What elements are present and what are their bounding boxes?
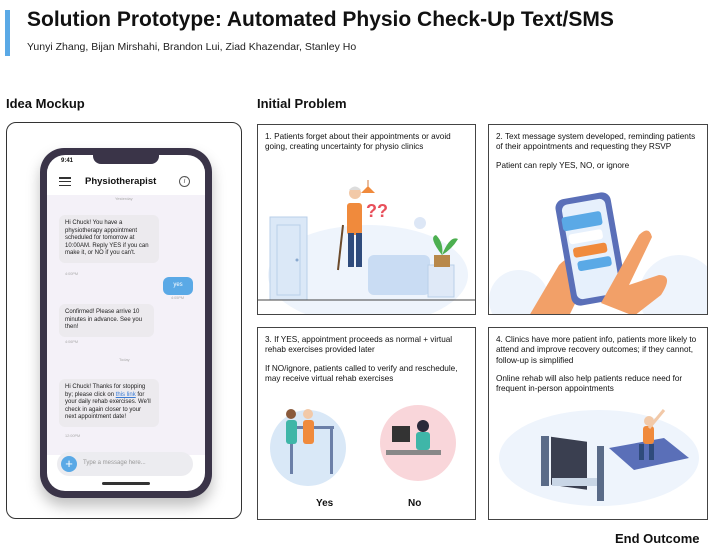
panel-3-text: 3. If YES, appointment proceeds as norma… xyxy=(265,335,469,392)
panel-1-text: 1. Patients forget about their appointme… xyxy=(265,132,469,161)
message-timestamp: 12:00PM xyxy=(65,434,81,438)
status-bar: 9:41 xyxy=(47,155,205,169)
day-label: Yesterday xyxy=(115,196,133,201)
message-timestamp: 4:00PM xyxy=(65,272,79,276)
panel-4-paragraph: 4. Clinics have more patient info, patie… xyxy=(496,335,697,365)
status-time: 9:41 xyxy=(61,158,74,164)
message-text: Hi Chuck! Thanks for stopping by; please… xyxy=(65,384,146,398)
phone-in-hand-illustration xyxy=(489,192,707,314)
home-indicator xyxy=(102,482,150,485)
section-heading-end-outcome: End Outcome xyxy=(615,531,700,546)
message-input[interactable]: + Type a message here... xyxy=(57,452,193,476)
authors: Yunyi Zhang, Bijan Mirshahi, Brandon Lui… xyxy=(27,41,357,53)
forgetful-patient-illustration: ?? xyxy=(258,180,475,314)
panel-3-paragraph: 3. If YES, appointment proceeds as norma… xyxy=(265,335,453,355)
panel-2-paragraph: Patient can reply YES, NO, or ignore xyxy=(496,160,630,170)
yes-label: Yes xyxy=(316,498,334,509)
rehab-exercises-link[interactable]: this link xyxy=(115,391,136,398)
message-timestamp: 4:05PM xyxy=(171,296,185,300)
panel-1: ?? 1. Patients forget about their appoin… xyxy=(257,124,476,315)
chat-area: Yesterday Hi Chuck! You have a physiothe… xyxy=(47,195,205,455)
panel-2: 2. Text message system developed, remind… xyxy=(488,124,708,315)
panel-3-paragraph: If NO/ignore, patients called to verify … xyxy=(265,363,458,383)
add-attachment-button[interactable]: + xyxy=(61,456,77,472)
title-accent-bar xyxy=(5,10,10,56)
hamburger-menu-icon[interactable] xyxy=(59,177,71,187)
panel-4-text: 4. Clinics have more patient info, patie… xyxy=(496,335,701,402)
section-heading-initial-problem: Initial Problem xyxy=(257,96,347,111)
message-timestamp: 4:06PM xyxy=(65,340,79,344)
phone-notch xyxy=(93,155,159,164)
panel-3: 3. If YES, appointment proceeds as norma… xyxy=(257,327,476,520)
message-input-placeholder: Type a message here... xyxy=(83,460,146,466)
panel-2-paragraph: 2. Text message system developed, remind… xyxy=(496,132,696,152)
yes-no-outcome-illustration xyxy=(270,405,456,486)
panel-2-text: 2. Text message system developed, remind… xyxy=(496,132,701,179)
page-title: Solution Prototype: Automated Physio Che… xyxy=(27,8,614,31)
app-title: Physiotherapist xyxy=(85,176,157,187)
panel-4-paragraph: Online rehab will also help patients red… xyxy=(496,373,683,394)
day-label: Today xyxy=(119,357,130,362)
panel-1-paragraph: 1. Patients forget about their appointme… xyxy=(265,132,451,152)
home-rehab-illustration xyxy=(499,409,699,506)
message-bubble-incoming: Hi Chuck! Thanks for stopping by; please… xyxy=(59,379,159,427)
message-text: for your daily rehab exercises. We'll ch… xyxy=(65,391,151,421)
message-bubble-incoming: Hi Chuck! You have a physiotherapy appoi… xyxy=(59,215,159,263)
panel-4: 4. Clinics have more patient info, patie… xyxy=(488,327,708,520)
phone-screen: 9:41 Physiotherapist i Yesterday Hi Chuc… xyxy=(47,155,205,491)
message-bubble-outgoing: yes xyxy=(163,277,193,295)
message-bubble-incoming: Confirmed! Please arrive 10 minutes in a… xyxy=(59,304,154,337)
section-heading-idea-mockup: Idea Mockup xyxy=(6,96,85,111)
no-label: No xyxy=(408,498,422,509)
info-icon[interactable]: i xyxy=(179,176,190,187)
svg-text:??: ?? xyxy=(366,201,388,221)
app-header: Physiotherapist i xyxy=(47,169,205,195)
